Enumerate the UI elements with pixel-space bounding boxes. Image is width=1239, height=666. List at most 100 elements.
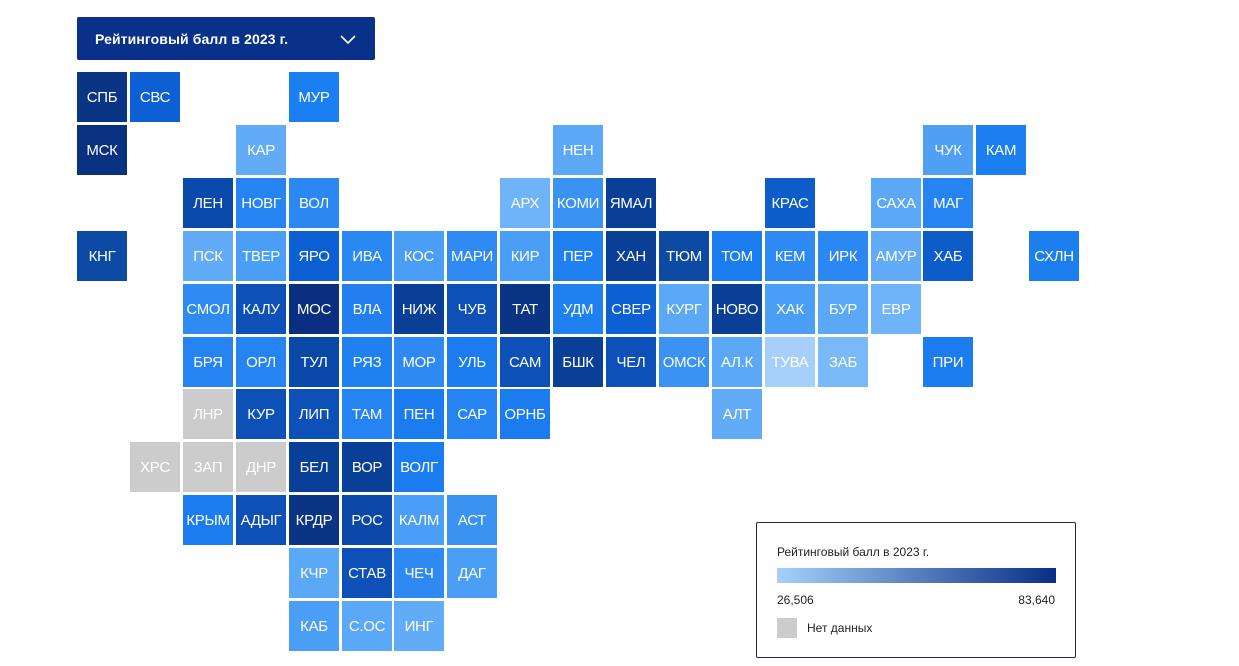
region-tile-47[interactable]: БУР <box>818 284 868 334</box>
region-tile-8[interactable]: КАМ <box>976 125 1026 175</box>
region-tile-45[interactable]: НОВО <box>712 284 762 334</box>
region-tile-61[interactable]: ЗАБ <box>818 337 868 387</box>
region-tile-78[interactable]: АДЫГ <box>236 495 286 545</box>
no-data-swatch <box>777 618 797 638</box>
region-tile-41[interactable]: ТАТ <box>500 284 550 334</box>
region-tile-70[interactable]: АЛТ <box>712 389 762 439</box>
region-tile-82[interactable]: АСТ <box>447 495 497 545</box>
region-tile-10[interactable]: НОВГ <box>236 178 286 228</box>
region-tile-36[interactable]: КАЛУ <box>236 284 286 334</box>
region-tile-58[interactable]: ОМСК <box>659 337 709 387</box>
region-tile-33[interactable]: ХАБ <box>923 231 973 281</box>
region-tile-18[interactable]: КНГ <box>77 231 127 281</box>
chevron-down-icon <box>340 34 356 44</box>
region-tile-24[interactable]: МАРИ <box>447 231 497 281</box>
region-tile-14[interactable]: ЯМАЛ <box>606 178 656 228</box>
region-tile-77[interactable]: КРЫМ <box>183 495 233 545</box>
region-tile-55[interactable]: САМ <box>500 337 550 387</box>
region-tile-3[interactable]: МУР <box>289 72 339 122</box>
region-tile-51[interactable]: ТУЛ <box>289 337 339 387</box>
region-tile-5[interactable]: КАР <box>236 125 286 175</box>
region-tile-11[interactable]: ВОЛ <box>289 178 339 228</box>
region-tile-68[interactable]: САР <box>447 389 497 439</box>
region-tile-26[interactable]: ПЕР <box>553 231 603 281</box>
region-tile-17[interactable]: МАГ <box>923 178 973 228</box>
region-tile-74[interactable]: БЕЛ <box>289 442 339 492</box>
region-tile-83[interactable]: КЧР <box>289 548 339 598</box>
region-tile-50[interactable]: ОРЛ <box>236 337 286 387</box>
region-tile-1[interactable]: СПБ <box>77 72 127 122</box>
region-tile-81[interactable]: КАЛМ <box>394 495 444 545</box>
region-tile-25[interactable]: КИР <box>500 231 550 281</box>
region-tile-66[interactable]: ТАМ <box>342 389 392 439</box>
region-tile-64[interactable]: КУР <box>236 389 286 439</box>
region-tile-88[interactable]: С.ОС <box>342 601 392 651</box>
region-tile-72[interactable]: ЗАП <box>183 442 233 492</box>
region-tile-62[interactable]: ПРИ <box>923 337 973 387</box>
region-tile-53[interactable]: МОР <box>394 337 444 387</box>
region-tile-42[interactable]: УДМ <box>553 284 603 334</box>
region-tile-67[interactable]: ПЕН <box>394 389 444 439</box>
legend-gradient-bar <box>777 568 1056 583</box>
region-tile-35[interactable]: СМОЛ <box>183 284 233 334</box>
region-tile-23[interactable]: КОС <box>394 231 444 281</box>
region-tile-38[interactable]: ВЛА <box>342 284 392 334</box>
region-tile-6[interactable]: НЕН <box>553 125 603 175</box>
legend-max-value: 83,640 <box>1018 593 1055 607</box>
region-tile-28[interactable]: ТЮМ <box>659 231 709 281</box>
region-tile-9[interactable]: ЛЕН <box>183 178 233 228</box>
region-tile-44[interactable]: КУРГ <box>659 284 709 334</box>
region-tile-37[interactable]: МОС <box>289 284 339 334</box>
region-tile-29[interactable]: ТОМ <box>712 231 762 281</box>
region-tile-43[interactable]: СВЕР <box>606 284 656 334</box>
region-tile-60[interactable]: ТУВА <box>765 337 815 387</box>
region-tile-21[interactable]: ЯРО <box>289 231 339 281</box>
region-tile-71[interactable]: ХРС <box>130 442 180 492</box>
region-tile-30[interactable]: КЕМ <box>765 231 815 281</box>
region-tile-84[interactable]: СТАВ <box>342 548 392 598</box>
region-tile-22[interactable]: ИВА <box>342 231 392 281</box>
region-tile-87[interactable]: КАБ <box>289 601 339 651</box>
region-tile-56[interactable]: БШК <box>553 337 603 387</box>
indicator-select-label: Рейтинговый балл в 2023 г. <box>95 30 289 47</box>
region-tile-15[interactable]: КРАС <box>765 178 815 228</box>
region-tile-46[interactable]: ХАК <box>765 284 815 334</box>
region-tile-76[interactable]: ВОЛГ <box>394 442 444 492</box>
region-tile-65[interactable]: ЛИП <box>289 389 339 439</box>
region-tile-86[interactable]: ДАГ <box>447 548 497 598</box>
region-tile-40[interactable]: ЧУВ <box>447 284 497 334</box>
region-tile-79[interactable]: КРДР <box>289 495 339 545</box>
region-tile-85[interactable]: ЧЕЧ <box>394 548 444 598</box>
region-tile-4[interactable]: МСК <box>77 125 127 175</box>
region-tile-48[interactable]: ЕВР <box>871 284 921 334</box>
region-tile-63[interactable]: ЛНР <box>183 389 233 439</box>
region-tile-89[interactable]: ИНГ <box>394 601 444 651</box>
indicator-select[interactable]: Рейтинговый балл в 2023 г. <box>77 17 375 60</box>
legend-title: Рейтинговый балл в 2023 г. <box>777 545 930 559</box>
legend-min-value: 26,506 <box>777 593 814 607</box>
region-tile-49[interactable]: БРЯ <box>183 337 233 387</box>
region-tile-75[interactable]: ВОР <box>342 442 392 492</box>
region-tile-52[interactable]: РЯЗ <box>342 337 392 387</box>
region-tile-20[interactable]: ТВЕР <box>236 231 286 281</box>
region-tile-39[interactable]: НИЖ <box>394 284 444 334</box>
region-tile-57[interactable]: ЧЕЛ <box>606 337 656 387</box>
region-tile-12[interactable]: АРХ <box>500 178 550 228</box>
region-tile-13[interactable]: КОМИ <box>553 178 603 228</box>
region-tile-32[interactable]: АМУР <box>871 231 921 281</box>
region-tile-19[interactable]: ПСК <box>183 231 233 281</box>
color-legend: Рейтинговый балл в 2023 г. 26,506 83,640… <box>756 522 1076 658</box>
region-tile-2[interactable]: СВС <box>130 72 180 122</box>
region-tile-34[interactable]: СХЛН <box>1029 231 1079 281</box>
region-tile-69[interactable]: ОРНБ <box>500 389 550 439</box>
region-tile-54[interactable]: УЛЬ <box>447 337 497 387</box>
region-tile-16[interactable]: САХА <box>871 178 921 228</box>
region-tile-31[interactable]: ИРК <box>818 231 868 281</box>
region-tile-27[interactable]: ХАН <box>606 231 656 281</box>
region-tile-59[interactable]: АЛ.К <box>712 337 762 387</box>
region-tile-73[interactable]: ДНР <box>236 442 286 492</box>
region-tile-80[interactable]: РОС <box>342 495 392 545</box>
region-tile-7[interactable]: ЧУК <box>923 125 973 175</box>
